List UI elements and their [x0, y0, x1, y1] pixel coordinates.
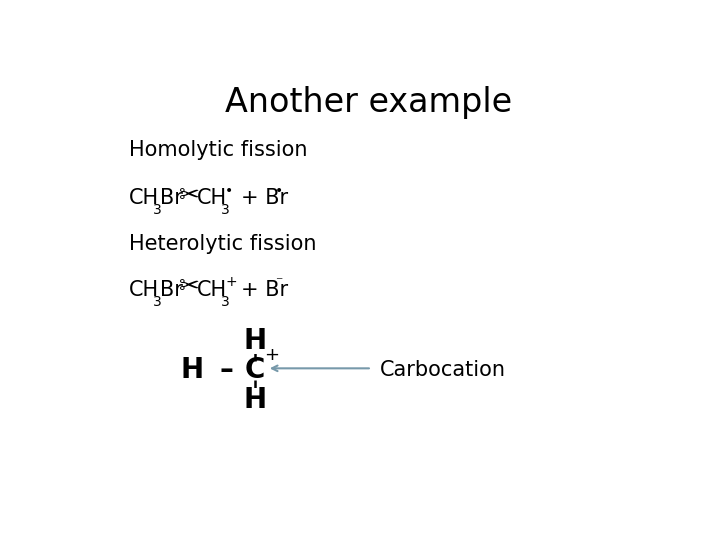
Text: •: • — [225, 184, 233, 198]
Text: +: + — [264, 346, 279, 363]
Text: H: H — [243, 327, 266, 355]
Text: CH: CH — [129, 280, 159, 300]
Text: ✂: ✂ — [179, 184, 200, 208]
Text: –: – — [219, 356, 233, 384]
Text: Another example: Another example — [225, 85, 513, 119]
Text: ⁻: ⁻ — [275, 275, 283, 289]
Text: + Br: + Br — [240, 280, 288, 300]
Text: 3: 3 — [153, 295, 161, 309]
Text: Homolytic fission: Homolytic fission — [129, 140, 307, 160]
Text: CH: CH — [197, 280, 228, 300]
Text: CH: CH — [197, 188, 228, 208]
Text: •: • — [275, 184, 284, 198]
Text: 3: 3 — [220, 295, 230, 309]
Text: 3: 3 — [220, 204, 230, 218]
Text: C: C — [244, 356, 265, 384]
Text: ✂: ✂ — [179, 275, 200, 299]
Text: Heterolytic fission: Heterolytic fission — [129, 234, 317, 254]
Text: Br: Br — [160, 280, 183, 300]
Text: CH: CH — [129, 188, 159, 208]
Text: H: H — [180, 356, 203, 384]
Text: H: H — [243, 386, 266, 414]
Text: + Br: + Br — [240, 188, 288, 208]
Text: Carbocation: Carbocation — [380, 360, 506, 380]
Text: 3: 3 — [153, 204, 161, 218]
Text: +: + — [225, 275, 237, 289]
Text: Br: Br — [160, 188, 183, 208]
